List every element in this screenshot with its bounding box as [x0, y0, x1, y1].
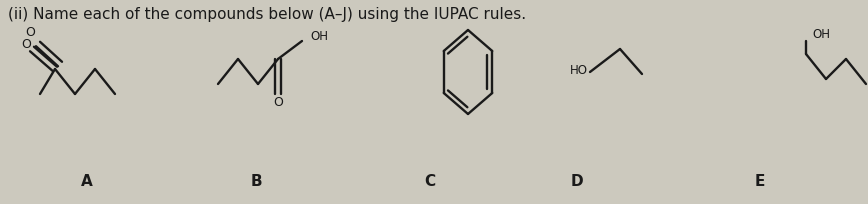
Text: D: D [571, 173, 583, 188]
Text: OH: OH [812, 28, 830, 41]
Text: C: C [424, 173, 435, 188]
Text: B: B [250, 173, 262, 188]
Text: O: O [21, 38, 31, 51]
Text: O: O [25, 25, 35, 38]
Text: OH: OH [310, 30, 328, 43]
Text: A: A [81, 173, 93, 188]
Text: (ii) Name each of the compounds below (A–J) using the IUPAC rules.: (ii) Name each of the compounds below (A… [8, 7, 526, 22]
Text: O: O [273, 96, 283, 109]
Text: HO: HO [570, 64, 588, 77]
Text: E: E [754, 173, 765, 188]
